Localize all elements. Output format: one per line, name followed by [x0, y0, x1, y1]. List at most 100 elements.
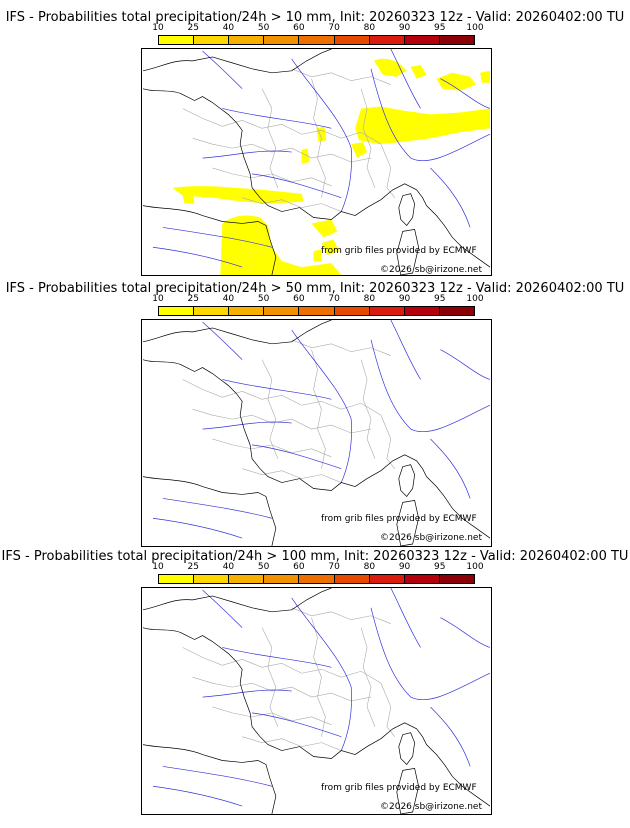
precip-map — [141, 48, 492, 276]
colorbar-segment — [229, 36, 265, 44]
colorbar-segment — [439, 307, 474, 315]
credit-copyright: ©2026 sb@irizone.net — [380, 533, 482, 543]
precip-area — [321, 239, 340, 256]
river — [430, 706, 471, 767]
river — [222, 379, 332, 400]
precip-area — [172, 186, 304, 204]
colorbar-segment — [439, 575, 474, 583]
island-sardinia — [396, 229, 419, 275]
panel-title: IFS - Probabilities total precipitation/… — [1, 549, 629, 564]
precip-area — [311, 219, 338, 238]
river — [291, 58, 352, 212]
admin-border — [360, 88, 376, 188]
precip-area — [220, 215, 342, 275]
island-sardinia — [396, 500, 419, 546]
river — [252, 444, 342, 470]
map-canvas — [142, 588, 491, 814]
river — [222, 108, 332, 129]
colorbar-tick-label: 40 — [222, 294, 235, 304]
colorbar-segment — [264, 36, 300, 44]
river — [162, 498, 272, 519]
colorbar-tick-label: 100 — [466, 562, 484, 572]
credit-copyright: ©2026 sb@irizone.net — [380, 802, 482, 812]
river — [202, 589, 243, 628]
colorbar-tick-label: 95 — [434, 23, 446, 33]
colorbar-ticks: 10 25 40 50 60 70 80 90 95 100 — [150, 562, 485, 574]
colorbar-segment — [334, 36, 370, 44]
colorbar-tick-label: 10 — [152, 294, 164, 304]
island-corsica — [398, 193, 415, 226]
colorbar-segment — [299, 575, 335, 583]
colorbar-tick-label: 60 — [293, 294, 305, 304]
island-sardinia — [396, 768, 419, 814]
admin-border — [291, 339, 391, 356]
precip-area — [436, 72, 477, 91]
colorbar — [158, 35, 475, 45]
river — [390, 49, 421, 109]
colorbar-tick-label: 60 — [293, 23, 305, 33]
river — [202, 321, 243, 360]
colorbar-segment — [229, 575, 265, 583]
admin-border — [261, 359, 279, 459]
colorbar-tick-label: 50 — [257, 23, 270, 33]
admin-border — [311, 349, 326, 469]
coastline — [142, 588, 491, 814]
river — [370, 339, 491, 433]
precip-area — [351, 142, 368, 159]
colorbar-segment — [229, 307, 265, 315]
colorbar-tick-label: 100 — [466, 294, 484, 304]
admin-border — [192, 676, 372, 702]
colorbar-tick-label: 60 — [293, 562, 305, 572]
admin-border — [212, 438, 332, 458]
map-panel-1: IFS - Probabilities total precipitation/… — [0, 10, 630, 276]
map-canvas — [142, 49, 491, 275]
colorbar-tick-label: 90 — [398, 562, 411, 572]
admin-border — [311, 78, 326, 198]
colorbar-segment — [299, 307, 335, 315]
colorbar-segment — [334, 307, 370, 315]
admin-border — [182, 647, 382, 684]
river — [202, 421, 292, 430]
colorbar-segment — [159, 307, 195, 315]
colorbar-segment — [334, 575, 370, 583]
colorbar-tick-label: 80 — [363, 23, 376, 33]
river — [440, 617, 491, 648]
panel-title: IFS - Probabilities total precipitation/… — [5, 10, 625, 25]
credit-source: from grib files provided by ECMWF — [321, 783, 477, 793]
river — [390, 320, 421, 380]
precip-map — [141, 587, 492, 815]
colorbar-tick-label: 25 — [187, 294, 199, 304]
colorbar-tick-label: 90 — [398, 294, 411, 304]
admin-border — [242, 197, 342, 212]
river — [390, 588, 421, 648]
admin-border — [192, 408, 372, 434]
colorbar-segment — [264, 307, 300, 315]
river — [162, 766, 272, 787]
precip-area — [373, 58, 407, 77]
colorbar-segment — [369, 307, 405, 315]
admin-border — [380, 144, 396, 198]
river — [430, 167, 471, 228]
admin-border — [291, 68, 391, 85]
credit-source: from grib files provided by ECMWF — [321, 514, 477, 524]
precip-area — [367, 110, 381, 127]
admin-border — [242, 736, 342, 751]
river — [291, 329, 352, 483]
precip-area — [182, 193, 195, 204]
colorbar-tick-label: 25 — [187, 23, 199, 33]
admin-border — [182, 379, 382, 416]
admin-border — [360, 627, 376, 727]
river — [202, 150, 292, 159]
panel-title: IFS - Probabilities total precipitation/… — [5, 281, 625, 296]
colorbar-segment — [404, 307, 440, 315]
precip-area — [313, 249, 322, 262]
admin-border — [192, 137, 372, 163]
colorbar-segment — [404, 575, 440, 583]
admin-border — [311, 617, 326, 737]
river — [430, 438, 471, 499]
river — [162, 227, 272, 248]
map-panel-3: IFS - Probabilities total precipitation/… — [0, 549, 630, 819]
precip-area — [301, 148, 310, 164]
river — [152, 246, 243, 268]
river — [152, 785, 243, 807]
